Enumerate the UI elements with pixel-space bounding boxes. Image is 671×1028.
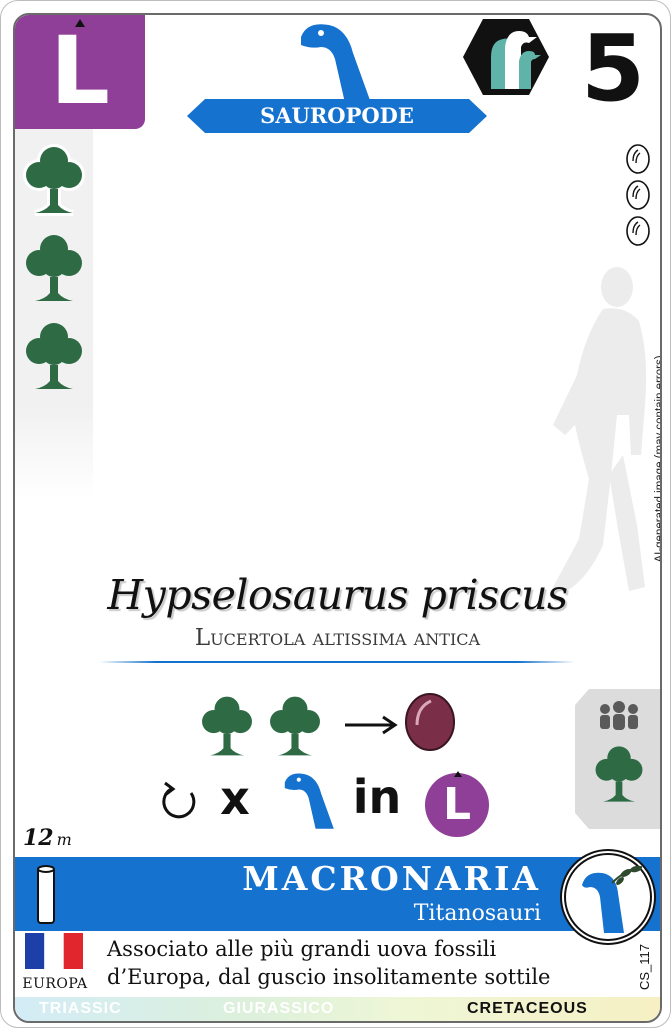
tree-icon (26, 235, 82, 301)
period-timeline: TRIASSIC GIURASSICO CRETACEOUS (15, 997, 660, 1021)
family-band (15, 857, 660, 931)
egg-icon (626, 216, 650, 246)
france-flag-icon (25, 933, 83, 969)
period-cretaceous: CRETACEOUS (467, 1000, 588, 1017)
period-triassic: TRIASSIC (39, 1000, 122, 1017)
description: Associato alle più grandi uova fossili d… (107, 935, 615, 995)
tree-icon (270, 696, 320, 756)
region-label: EUROPA (22, 976, 88, 992)
name-divider (99, 661, 575, 663)
clade-emblem-icon (560, 849, 656, 945)
card-number: 5 (580, 15, 645, 122)
egg-icon (405, 693, 455, 751)
herd-panel (575, 689, 660, 829)
description-line: Associato alle più grandi uova fossili (107, 937, 497, 961)
rotate-icon (162, 781, 196, 819)
pointer-mark-icon (454, 771, 462, 777)
subfamily-name: Titanosauri (413, 901, 541, 926)
description-line: d’Europa, dal guscio insolitamente sotti… (107, 965, 551, 989)
ability-multiplier: x (220, 771, 250, 825)
herd-era-icon (463, 19, 549, 95)
group-badge: SAUROPODE (187, 19, 487, 133)
diet-strip (15, 129, 93, 499)
card-letter: L (50, 17, 110, 126)
period-jurassic: GIURASSICO (223, 1000, 335, 1017)
egg-icon (626, 180, 650, 210)
letter-token-label: L (442, 779, 472, 830)
card-face: L (13, 13, 662, 1023)
family-name: MACRONARIA (242, 859, 541, 898)
group-ribbon (187, 99, 487, 133)
human-silhouette-icon (551, 267, 647, 591)
size-number: 12 (23, 825, 54, 851)
card-code: CS_117 (637, 944, 652, 991)
letter-badge: L (15, 15, 145, 129)
egg-icon (626, 144, 650, 174)
arrow-right-icon (345, 715, 398, 735)
ability-in-label: in (352, 770, 402, 824)
letter-token: L (425, 773, 489, 837)
group-label: SAUROPODE (260, 103, 414, 128)
scroll-icon (37, 865, 55, 924)
common-name: Lucertola altissima antica (194, 625, 481, 651)
sauropod-icon (284, 773, 334, 829)
tree-icon (595, 746, 643, 802)
scientific-name: Hypselosaurus priscus (107, 571, 568, 619)
sauropod-icon (301, 24, 371, 104)
pointer-mark-icon (75, 19, 85, 27)
size-value: 12 m (23, 823, 103, 853)
ability-panel: x in L (155, 687, 489, 837)
tree-icon (23, 144, 85, 216)
size-unit: m (56, 830, 72, 849)
tree-icon (26, 323, 82, 389)
tree-icon (202, 696, 252, 756)
group-people-icon (600, 701, 638, 730)
ai-disclaimer: AI-generated image (may contain errors) (654, 355, 662, 563)
